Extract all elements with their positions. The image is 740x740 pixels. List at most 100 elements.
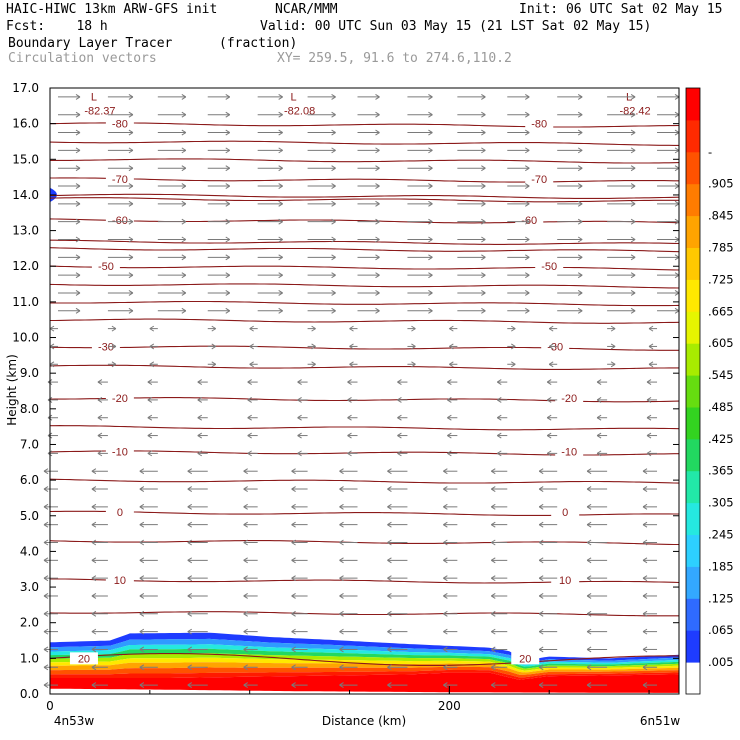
tracer-band-7 — [50, 666, 679, 678]
circulation-vector-head — [674, 111, 680, 118]
circulation-vector-head — [387, 628, 392, 635]
circulation-vector-head — [243, 593, 248, 599]
circulation-vector-head — [347, 396, 352, 403]
circulation-vector-head — [674, 307, 680, 314]
circulation-vector-head — [347, 414, 352, 421]
circulation-vector-head — [610, 361, 616, 368]
circulation-vector-head — [139, 628, 145, 635]
circulation-vector-head — [577, 254, 583, 261]
circulation-vector-head — [331, 200, 336, 207]
low-value: -82.08 — [284, 105, 315, 117]
circulation-vector-head — [181, 272, 187, 279]
circulation-vector-head — [187, 628, 193, 635]
circulation-vector-head — [225, 165, 231, 172]
circulation-vector-head — [428, 129, 433, 136]
colorbar-label: .785 — [708, 241, 734, 255]
circulation-vector-head — [243, 557, 248, 564]
circulation-vector-head — [387, 486, 392, 492]
circulation-vector-head — [331, 290, 336, 296]
circulation-vector-head — [249, 325, 254, 332]
circulation-vector-head — [197, 396, 203, 403]
circulation-vector-head — [43, 628, 49, 635]
circulation-vector-head — [491, 664, 496, 671]
circulation-vector-head — [525, 183, 530, 189]
circulation-vector-head — [642, 486, 648, 492]
x-tick-label: 0 — [46, 699, 54, 713]
circulation-vector-head — [491, 539, 496, 546]
circulation-vector-head — [43, 682, 49, 689]
colorbar-label: .425 — [708, 432, 734, 446]
circulation-vector-head — [546, 396, 552, 403]
contour-label-bg — [105, 506, 134, 519]
circulation-vector-head — [387, 521, 392, 528]
circulation-vector-head — [139, 610, 145, 617]
circulation-vector-head — [586, 486, 592, 492]
y-tick-label: 9.0 — [20, 366, 39, 380]
circulation-vector-head — [642, 539, 648, 546]
circulation-vector-head — [349, 343, 354, 350]
y-tick-label: 17.0 — [12, 81, 39, 95]
contour-label-bg — [525, 172, 554, 185]
circulation-vector-head — [610, 325, 616, 332]
circulation-vector-head — [586, 610, 592, 617]
circulation-vector-head — [630, 290, 636, 296]
circulation-vector-head — [397, 432, 402, 439]
circulation-vector-head — [387, 575, 392, 582]
circulation-vector-head — [339, 610, 344, 617]
circulation-vector-head — [525, 111, 530, 118]
circulation-vector-head — [397, 379, 402, 386]
circulation-vector-head — [339, 646, 344, 653]
temperature-contour-line — [49, 197, 679, 203]
circulation-vector-head — [428, 93, 433, 100]
circulation-vector-head — [447, 414, 452, 421]
colorbar-cell — [686, 119, 700, 153]
circulation-vector-head — [243, 646, 248, 653]
circulation-vector-head — [525, 290, 530, 296]
circulation-vector-head — [331, 111, 336, 118]
circulation-vector-head — [278, 218, 283, 225]
circulation-vector-head — [525, 147, 530, 154]
circulation-vector-head — [43, 593, 49, 599]
circulation-vector-head — [139, 593, 145, 599]
colorbar-frame — [685, 87, 701, 695]
contour-label: 20 — [519, 653, 531, 665]
circulation-vector-head — [91, 539, 97, 546]
circulation-vector-head — [331, 93, 336, 100]
circulation-vector-head — [428, 111, 433, 118]
circulation-vector-head — [243, 628, 248, 635]
circulation-vector-head — [197, 379, 203, 386]
circulation-vector-head — [97, 396, 103, 403]
circulation-vector-head — [481, 183, 486, 189]
circulation-vector-head — [181, 93, 187, 100]
circulation-vector-head — [91, 521, 97, 528]
contour-label-bg — [105, 445, 134, 458]
circulation-vector-head — [481, 111, 486, 118]
circulation-vector-head — [577, 236, 583, 243]
circulation-vector-head — [278, 290, 283, 296]
circulation-vector-head — [247, 432, 252, 439]
circulation-vector-head — [225, 147, 231, 154]
circulation-vector-head — [610, 343, 616, 350]
colorbar-label: .005 — [708, 655, 734, 669]
circulation-vector-head — [339, 664, 344, 671]
circulation-vector-head — [577, 165, 583, 172]
circulation-vector-head — [428, 218, 433, 225]
colorbar-label: .245 — [708, 528, 734, 542]
circulation-vector-head — [481, 218, 486, 225]
circulation-vector-head — [139, 557, 145, 564]
circulation-vector-head — [278, 307, 283, 314]
circulation-vector-head — [75, 200, 81, 207]
circulation-vector-head — [443, 557, 448, 564]
circulation-vector-head — [443, 628, 448, 635]
circulation-vector-head — [387, 557, 392, 564]
circulation-vector-head — [278, 93, 283, 100]
circulation-vector-head — [128, 218, 134, 225]
circulation-vector-head — [339, 628, 344, 635]
circulation-vector-head — [491, 610, 496, 617]
circulation-vector-head — [387, 646, 392, 653]
circulation-vector-head — [387, 682, 392, 689]
circulation-vector-head — [548, 361, 554, 368]
circulation-vector-head — [525, 236, 530, 243]
contour-label: -10 — [112, 447, 128, 459]
circulation-vector-head — [128, 307, 134, 314]
